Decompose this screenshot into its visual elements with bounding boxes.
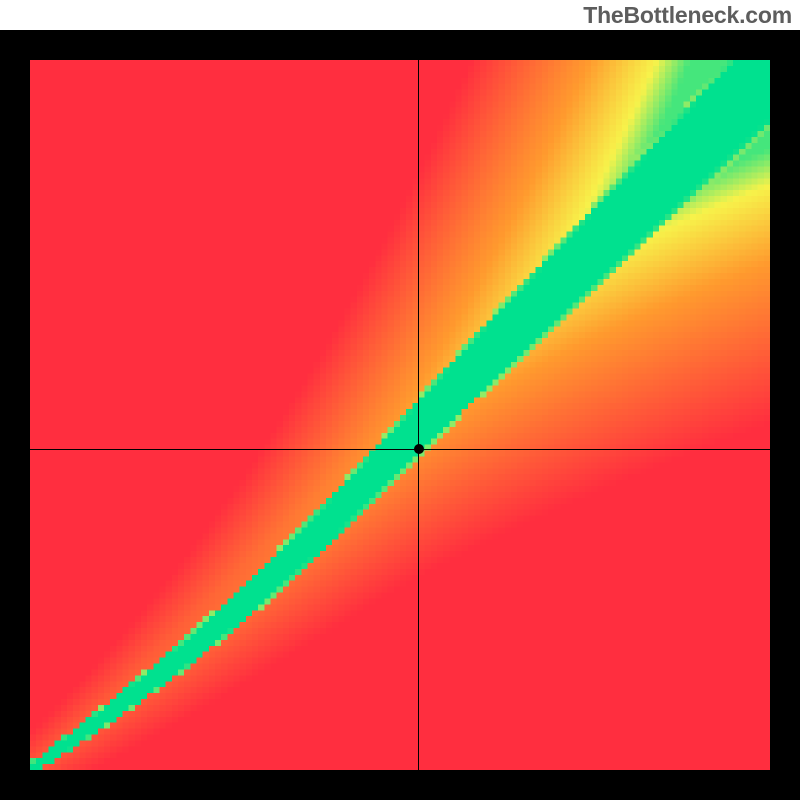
crosshair-marker	[414, 444, 424, 454]
watermark-text: TheBottleneck.com	[583, 2, 792, 29]
bottleneck-heatmap	[30, 60, 770, 770]
crosshair-horizontal	[30, 449, 770, 450]
crosshair-vertical	[418, 60, 419, 770]
